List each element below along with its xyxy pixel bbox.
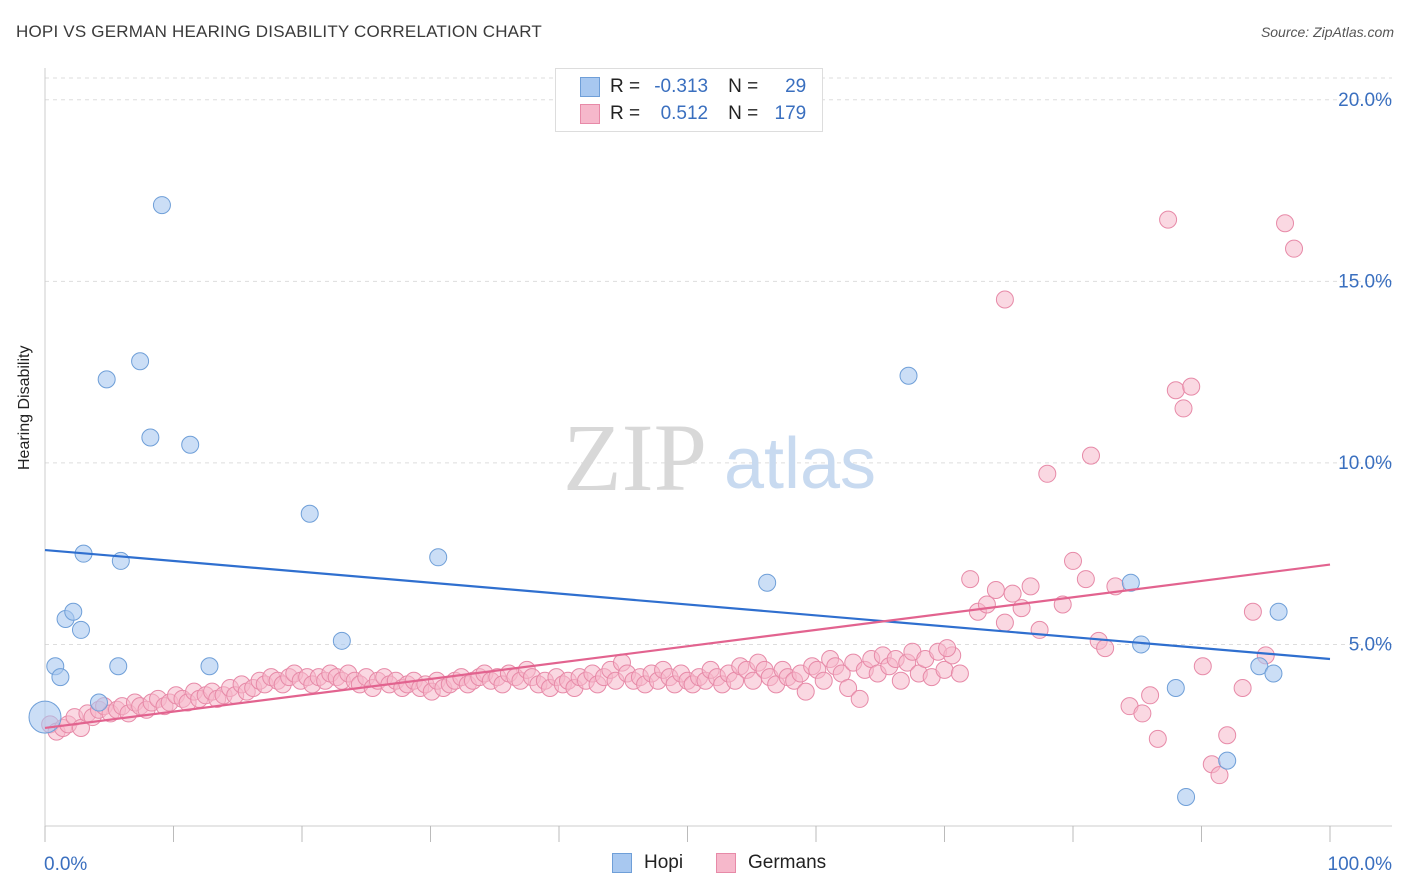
germans-point xyxy=(1141,686,1160,705)
n-value: 179 xyxy=(774,103,807,124)
stats-legend: R = -0.313 N = 29 R = 0.512 N = 179 xyxy=(555,68,823,132)
hopi-point xyxy=(1250,657,1269,676)
trend-lines xyxy=(44,548,1331,730)
hopi-trend-line xyxy=(44,548,1331,661)
germans-point xyxy=(839,679,858,698)
hopi-point xyxy=(899,366,918,385)
hopi-point xyxy=(51,668,70,687)
germans-point xyxy=(1076,570,1095,589)
x-tick-label-max: 100.0% xyxy=(1328,854,1393,875)
germans-point xyxy=(850,689,869,708)
hopi-point xyxy=(131,352,150,371)
n-value: 29 xyxy=(785,76,807,97)
hopi-point xyxy=(1166,679,1185,698)
hopi-point xyxy=(97,370,116,389)
tick-labels: 5.0% 10.0% 15.0% 20.0% 0.0% 100.0% xyxy=(44,90,1392,875)
germans-point xyxy=(1166,381,1185,400)
germans-point xyxy=(1233,679,1252,698)
germans-point xyxy=(1210,766,1229,785)
germans-point xyxy=(796,682,815,701)
germans-point xyxy=(1038,464,1057,483)
hopi-point xyxy=(1121,573,1140,592)
hopi-point xyxy=(1269,602,1288,621)
germans-point xyxy=(1133,704,1152,723)
germans-point xyxy=(1276,214,1295,233)
germans-legend-swatch xyxy=(716,853,736,873)
x-tick-label-min: 0.0% xyxy=(44,854,87,875)
hopi-point xyxy=(181,435,200,454)
y-tick-label: 5.0% xyxy=(1349,634,1392,655)
germans-point xyxy=(891,671,910,690)
r-label: R = xyxy=(610,103,641,124)
hopi-series xyxy=(28,196,1288,806)
germans-point xyxy=(1053,595,1072,614)
r-label: R = xyxy=(610,76,641,97)
germans-point xyxy=(1148,729,1167,748)
germans-point xyxy=(1096,639,1115,658)
y-tick-label: 10.0% xyxy=(1338,453,1392,474)
r-value: 0.512 xyxy=(660,103,709,124)
hopi-point xyxy=(71,620,90,639)
germans-point xyxy=(961,570,980,589)
gridlines xyxy=(45,77,1392,645)
germans-point xyxy=(995,290,1014,309)
hopi-point xyxy=(758,573,777,592)
germans-legend-label: Germans xyxy=(748,852,827,873)
germans-point xyxy=(1021,577,1040,596)
hopi-point xyxy=(200,657,219,676)
germans-point xyxy=(1243,602,1262,621)
germans-point xyxy=(1081,446,1100,465)
germans-trend-line xyxy=(44,563,1331,730)
germans-point xyxy=(1218,726,1237,745)
chart-title: HOPI VS GERMAN HEARING DISABILITY CORREL… xyxy=(16,22,542,41)
germans-point xyxy=(977,595,996,614)
hopi-point xyxy=(89,693,108,712)
germans-point xyxy=(1159,210,1178,229)
germans-point xyxy=(986,580,1005,599)
germans-point xyxy=(1182,377,1201,396)
germans-point xyxy=(995,613,1014,632)
watermark: ZIP atlas xyxy=(563,404,876,511)
hopi-point xyxy=(64,602,83,621)
stats-row-hopi: R = -0.313 N = 29 xyxy=(580,75,806,99)
y-tick-label: 20.0% xyxy=(1338,90,1392,111)
y-tick-label: 15.0% xyxy=(1338,271,1392,292)
germans-point xyxy=(950,664,969,683)
germans-point xyxy=(1003,584,1022,603)
germans-point xyxy=(1193,657,1212,676)
legend-item-hopi: Hopi xyxy=(612,852,683,874)
hopi-point xyxy=(300,504,319,523)
hopi-swatch xyxy=(580,77,600,97)
axes xyxy=(44,68,1392,842)
germans-point xyxy=(938,639,957,658)
hopi-legend-label: Hopi xyxy=(644,852,684,873)
germans-swatch xyxy=(580,104,600,124)
hopi-point xyxy=(429,548,448,567)
hopi-point xyxy=(1177,787,1196,806)
hopi-point xyxy=(152,196,171,215)
source-label: Source: ZipAtlas.com xyxy=(1260,24,1394,40)
r-value: -0.313 xyxy=(654,76,709,97)
hopi-point xyxy=(28,700,62,734)
germans-point xyxy=(1064,551,1082,570)
hopi-point xyxy=(1264,664,1283,683)
n-label: N = xyxy=(728,76,759,97)
germans-point xyxy=(814,671,833,690)
germans-point xyxy=(1174,399,1193,418)
germans-point xyxy=(1285,239,1304,258)
n-label: N = xyxy=(728,103,759,124)
hopi-point xyxy=(1218,751,1237,770)
watermark-atlas: atlas xyxy=(724,424,876,504)
watermark-zip: ZIP xyxy=(563,404,707,511)
hopi-point xyxy=(141,428,160,447)
hopi-legend-swatch xyxy=(612,853,632,873)
legend-item-germans: Germans xyxy=(716,852,826,874)
stats-row-germans: R = 0.512 N = 179 xyxy=(580,102,806,126)
hopi-point xyxy=(109,657,128,676)
hopi-point xyxy=(332,631,351,650)
